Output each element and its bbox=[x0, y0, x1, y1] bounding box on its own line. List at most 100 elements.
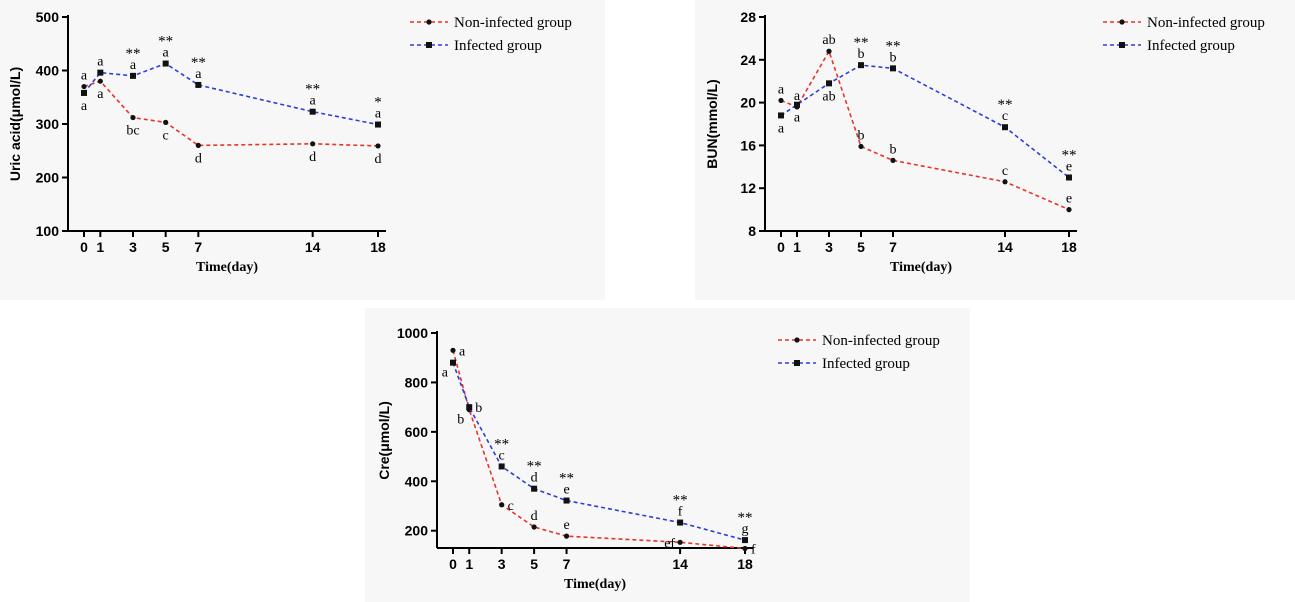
legend-label-noninfected: Non-infected group bbox=[1147, 15, 1265, 31]
data-point-noninfected bbox=[890, 157, 896, 163]
significance-letter: a bbox=[459, 344, 466, 359]
x-axis-label: Time(day) bbox=[196, 260, 258, 275]
legend-marker-infected bbox=[426, 42, 432, 48]
y-tick-label: 300 bbox=[36, 116, 60, 132]
data-point-infected bbox=[130, 72, 136, 79]
data-point-infected bbox=[890, 65, 896, 72]
significance-letter: c bbox=[163, 128, 169, 143]
data-point-infected bbox=[162, 60, 169, 67]
y-tick-label: 200 bbox=[405, 523, 429, 539]
significance-letter: c bbox=[1002, 109, 1008, 124]
legend-marker-noninfected bbox=[426, 19, 432, 25]
creatinine-chart: 200 400 600 800 1000 0 1 3 5 7 14 18 Time(day) Cre(μm… bbox=[376, 325, 940, 592]
data-point-infected bbox=[826, 80, 832, 87]
data-point-infected bbox=[450, 359, 456, 366]
data-point-noninfected bbox=[130, 114, 136, 121]
data-point-noninfected bbox=[1002, 179, 1008, 185]
legend-label-noninfected: Non-infected group bbox=[454, 15, 572, 31]
bun-chart: 8 12 16 20 24 28 0 1 3 5 7 14 18 Time(day) BUN(mmol/L)… bbox=[704, 9, 1265, 275]
y-tick-label: 500 bbox=[36, 9, 60, 25]
y-tick-label: 20 bbox=[740, 95, 756, 111]
significance-letter: a bbox=[778, 82, 785, 97]
x-tick-label: 1 bbox=[465, 556, 473, 572]
data-point-infected bbox=[858, 62, 864, 69]
significance-stars: ** bbox=[673, 493, 688, 509]
data-point-infected bbox=[531, 485, 538, 492]
significance-letter: f bbox=[678, 505, 683, 520]
significance-stars: ** bbox=[854, 35, 869, 51]
data-point-noninfected bbox=[531, 524, 537, 530]
x-tick-label: 1 bbox=[96, 239, 104, 255]
significance-letter: c bbox=[508, 499, 514, 514]
data-point-noninfected bbox=[563, 533, 570, 539]
significance-letter: a bbox=[97, 55, 104, 70]
y-tick-label: 100 bbox=[36, 223, 60, 239]
significance-letter: b bbox=[890, 142, 897, 157]
significance-letter: e bbox=[563, 483, 569, 498]
significance-letter: ef bbox=[664, 536, 675, 551]
data-point-infected bbox=[81, 89, 87, 96]
significance-letter: c bbox=[499, 448, 505, 463]
x-tick-label: 0 bbox=[777, 239, 785, 255]
significance-letter: a bbox=[310, 94, 317, 109]
significance-letter: d bbox=[309, 150, 316, 165]
data-point-noninfected bbox=[81, 83, 87, 90]
significance-letter: a bbox=[130, 58, 137, 73]
significance-stars: ** bbox=[494, 436, 509, 452]
x-tick-label: 0 bbox=[449, 556, 457, 572]
significance-letter: b bbox=[457, 413, 464, 428]
y-tick-label: 16 bbox=[740, 137, 756, 153]
data-point-noninfected bbox=[858, 143, 864, 150]
y-tick-label: 8 bbox=[748, 223, 756, 239]
significance-letter: ab bbox=[822, 33, 835, 48]
significance-letter: b bbox=[475, 401, 482, 416]
legend-marker-noninfected bbox=[794, 337, 800, 343]
significance-letter: b bbox=[858, 47, 865, 62]
data-point-infected bbox=[563, 497, 570, 504]
significance-letter: a bbox=[794, 111, 801, 126]
y-tick-label: 800 bbox=[405, 374, 429, 390]
significance-stars: ** bbox=[886, 38, 901, 54]
significance-letter: c bbox=[1002, 164, 1008, 179]
data-point-noninfected bbox=[450, 347, 456, 353]
x-axis-label: Time(day) bbox=[564, 577, 626, 592]
data-point-infected bbox=[677, 519, 684, 526]
legend-marker-infected bbox=[1119, 42, 1125, 48]
significance-letter: e bbox=[1066, 192, 1072, 207]
significance-stars: ** bbox=[158, 34, 173, 50]
data-point-infected bbox=[97, 69, 104, 76]
data-point-noninfected bbox=[195, 142, 201, 148]
legend-marker-infected bbox=[794, 360, 800, 366]
legend-label-infected: Infected group bbox=[822, 356, 910, 372]
y-axis-label: BUN(mmol/L) bbox=[704, 79, 720, 168]
x-tick-label: 3 bbox=[498, 556, 506, 572]
significance-letter: d bbox=[531, 471, 538, 486]
data-point-noninfected bbox=[677, 539, 683, 545]
significance-stars: ** bbox=[126, 46, 141, 62]
significance-letter: a bbox=[97, 87, 104, 102]
data-point-infected bbox=[498, 463, 505, 470]
data-point-noninfected bbox=[310, 141, 316, 147]
significance-letter: e bbox=[563, 518, 569, 533]
x-tick-label: 3 bbox=[825, 239, 833, 255]
data-point-infected bbox=[466, 404, 473, 411]
data-point-noninfected bbox=[375, 143, 381, 149]
legend-label-infected: Infected group bbox=[1147, 38, 1235, 54]
data-point-infected bbox=[195, 81, 202, 88]
data-point-infected bbox=[1002, 124, 1008, 131]
significance-letter: a bbox=[81, 69, 88, 84]
x-tick-label: 5 bbox=[530, 556, 538, 572]
x-tick-label: 14 bbox=[997, 239, 1013, 255]
significance-letter: a bbox=[195, 67, 202, 82]
x-tick-label: 18 bbox=[737, 556, 753, 572]
x-tick-label: 5 bbox=[162, 239, 170, 255]
x-tick-label: 14 bbox=[672, 556, 688, 572]
data-point-infected bbox=[375, 121, 381, 128]
significance-letter: ab bbox=[822, 89, 835, 104]
legend-label-noninfected: Non-infected group bbox=[822, 333, 940, 349]
data-point-infected bbox=[742, 537, 748, 544]
significance-letter: a bbox=[81, 99, 88, 114]
y-tick-label: 600 bbox=[405, 424, 429, 440]
y-axis-label: Cre(μmol/L) bbox=[376, 401, 392, 480]
data-point-infected bbox=[794, 101, 800, 108]
